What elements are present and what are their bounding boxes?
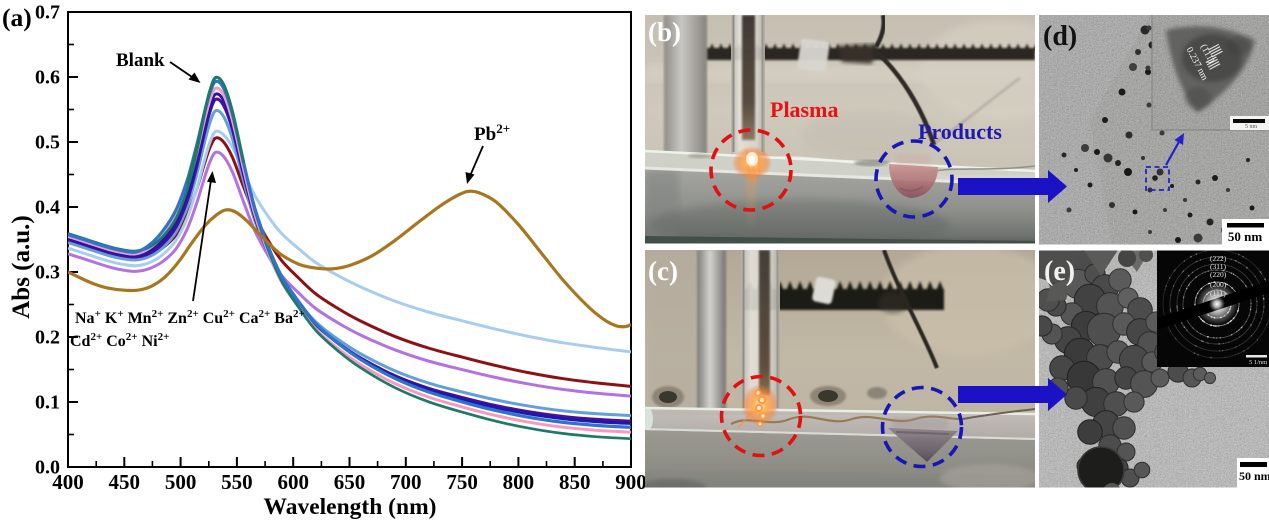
svg-text:(b): (b)	[648, 17, 681, 47]
svg-text:700: 700	[390, 470, 422, 494]
svg-text:0.6: 0.6	[35, 67, 60, 89]
svg-text:(220): (220)	[1210, 270, 1227, 279]
svg-text:0.3: 0.3	[35, 262, 60, 284]
svg-text:(a): (a)	[2, 3, 32, 32]
svg-text:Pb2+: Pb2+	[474, 121, 510, 145]
svg-text:550: 550	[221, 470, 253, 494]
svg-text:Products: Products	[918, 119, 1002, 144]
svg-text:0.4: 0.4	[35, 197, 60, 219]
svg-text:Wavelength (nm): Wavelength (nm)	[264, 494, 437, 520]
svg-text:0.5: 0.5	[35, 132, 60, 154]
svg-text:50 nm: 50 nm	[1228, 229, 1262, 244]
svg-text:600: 600	[277, 470, 309, 494]
svg-text:Cd2+ Co2+ Ni2+: Cd2+ Co2+ Ni2+	[70, 331, 169, 350]
svg-text:450: 450	[109, 470, 141, 494]
svg-text:750: 750	[446, 470, 478, 494]
svg-text:(d): (d)	[1043, 21, 1077, 52]
svg-text:0.2: 0.2	[35, 327, 60, 349]
svg-text:400: 400	[52, 470, 84, 494]
svg-text:5 nm: 5 nm	[1245, 124, 1258, 130]
svg-text:(e): (e)	[1044, 256, 1075, 287]
svg-text:(222): (222)	[1210, 254, 1227, 263]
svg-text:(111): (111)	[1210, 289, 1226, 298]
svg-text:0.1: 0.1	[35, 392, 60, 414]
svg-text:(311): (311)	[1210, 262, 1226, 271]
svg-text:0.0: 0.0	[35, 457, 60, 479]
svg-text:(c): (c)	[648, 256, 678, 286]
svg-text:5 1/nm: 5 1/nm	[1249, 359, 1267, 366]
svg-text:850: 850	[559, 470, 591, 494]
svg-text:(200): (200)	[1210, 280, 1227, 289]
svg-text:800: 800	[503, 470, 535, 494]
svg-text:900: 900	[615, 470, 647, 494]
svg-text:Abs (a.u.): Abs (a.u.)	[8, 215, 35, 319]
svg-text:0.7: 0.7	[35, 2, 60, 24]
svg-text:Blank: Blank	[116, 50, 165, 71]
svg-text:Plasma: Plasma	[770, 97, 838, 122]
svg-text:650: 650	[334, 470, 366, 494]
svg-text:500: 500	[165, 470, 197, 494]
svg-text:50 nm: 50 nm	[1239, 469, 1269, 483]
svg-text:Na+ K+ Mn2+ Zn2+ Cu2+ Ca2+ Ba2: Na+ K+ Mn2+ Zn2+ Cu2+ Ca2+ Ba2+	[75, 308, 305, 327]
